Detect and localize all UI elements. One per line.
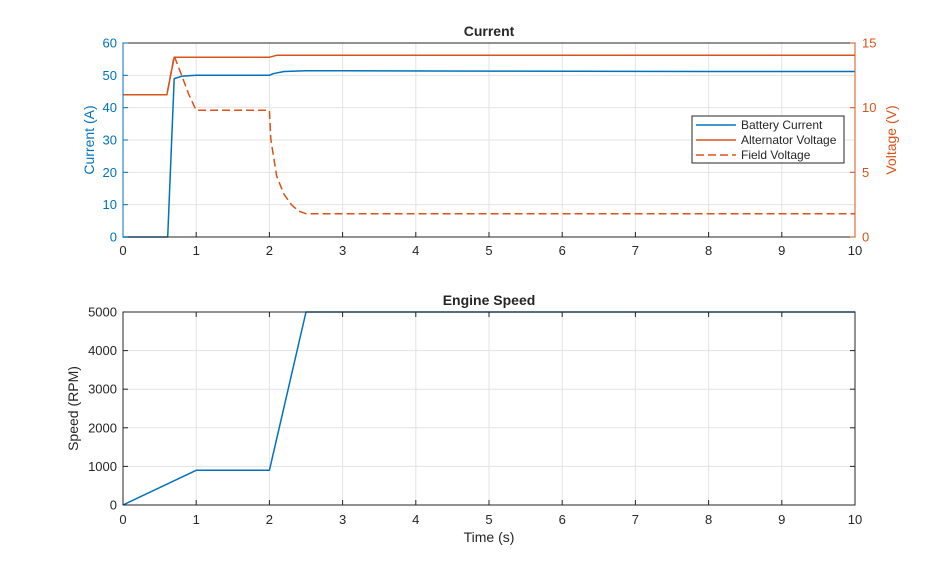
current-series bbox=[123, 54, 855, 238]
speed-xtick-label-9: 9 bbox=[778, 512, 785, 527]
voltage-ytick-label-3: 15 bbox=[862, 36, 876, 51]
speed-xtick-label-8: 8 bbox=[705, 512, 712, 527]
current-xtick-label-4: 4 bbox=[412, 243, 419, 258]
current-xtick-label-0: 0 bbox=[119, 243, 126, 258]
speed-ytick-label-5: 5000 bbox=[88, 305, 117, 320]
current-xtick-label-5: 5 bbox=[485, 243, 492, 258]
speed-ytick-label-3: 3000 bbox=[88, 382, 117, 397]
current-ytick-label-1: 10 bbox=[103, 197, 117, 212]
voltage-ytick-label-0: 0 bbox=[862, 230, 869, 245]
current-ytick-label-2: 20 bbox=[103, 165, 117, 180]
voltage-y-axis-label: Voltage (V) bbox=[883, 105, 899, 174]
current-ytick-label-3: 30 bbox=[103, 133, 117, 148]
current-xtick-label-2: 2 bbox=[266, 243, 273, 258]
current-xtick-label-10: 10 bbox=[848, 243, 862, 258]
current-xtick-label-6: 6 bbox=[559, 243, 566, 258]
series-line-battery-current bbox=[123, 70, 855, 238]
speed-ytick-label-2: 2000 bbox=[88, 420, 117, 435]
voltage-ytick-label-2: 10 bbox=[862, 100, 876, 115]
speed-y-axis-label: Speed (RPM) bbox=[65, 366, 81, 451]
current-y-axis-label: Current (A) bbox=[81, 105, 97, 174]
speed-xtick-label-1: 1 bbox=[193, 512, 200, 527]
speed-xtick-label-6: 6 bbox=[559, 512, 566, 527]
speed-xtick-label-7: 7 bbox=[632, 512, 639, 527]
engine-speed-chart: 0 1 2 3 4 5 6 7 8 9 10 0 1000 2000 3000 4000 5000 Engine… bbox=[65, 292, 862, 545]
current-chart-title: Current bbox=[464, 23, 515, 39]
engine-speed-ticks: 0 1 2 3 4 5 6 7 8 9 10 0 1000 2000 3000 4000 5000 bbox=[88, 305, 862, 528]
speed-xtick-label-3: 3 bbox=[339, 512, 346, 527]
current-xtick-label-8: 8 bbox=[705, 243, 712, 258]
engine-speed-chart-title: Engine Speed bbox=[443, 292, 536, 308]
time-x-axis-label: Time (s) bbox=[464, 529, 515, 545]
current-xtick-label-3: 3 bbox=[339, 243, 346, 258]
legend-label-battery-current: Battery Current bbox=[741, 118, 823, 132]
current-ytick-label-5: 50 bbox=[103, 68, 117, 83]
speed-ytick-label-0: 0 bbox=[110, 498, 117, 513]
legend-label-field-voltage: Field Voltage bbox=[741, 148, 811, 162]
speed-xtick-label-5: 5 bbox=[485, 512, 492, 527]
legend-label-alternator-voltage: Alternator Voltage bbox=[741, 133, 837, 147]
speed-xtick-label-4: 4 bbox=[412, 512, 419, 527]
voltage-ytick-label-1: 5 bbox=[862, 165, 869, 180]
speed-ytick-label-1: 1000 bbox=[88, 459, 117, 474]
current-ytick-label-0: 0 bbox=[110, 230, 117, 245]
speed-xtick-label-2: 2 bbox=[266, 512, 273, 527]
speed-ytick-label-4: 4000 bbox=[88, 343, 117, 358]
speed-xtick-label-10: 10 bbox=[848, 512, 862, 527]
current-ytick-label-6: 60 bbox=[103, 36, 117, 51]
current-xtick-label-9: 9 bbox=[778, 243, 785, 258]
speed-xtick-label-0: 0 bbox=[119, 512, 126, 527]
legend: Battery Current Alternator Voltage Field… bbox=[691, 115, 845, 164]
current-ytick-label-4: 40 bbox=[103, 100, 117, 115]
series-line-field-voltage bbox=[123, 55, 855, 215]
current-xtick-label-7: 7 bbox=[632, 243, 639, 258]
current-xtick-label-1: 1 bbox=[193, 243, 200, 258]
